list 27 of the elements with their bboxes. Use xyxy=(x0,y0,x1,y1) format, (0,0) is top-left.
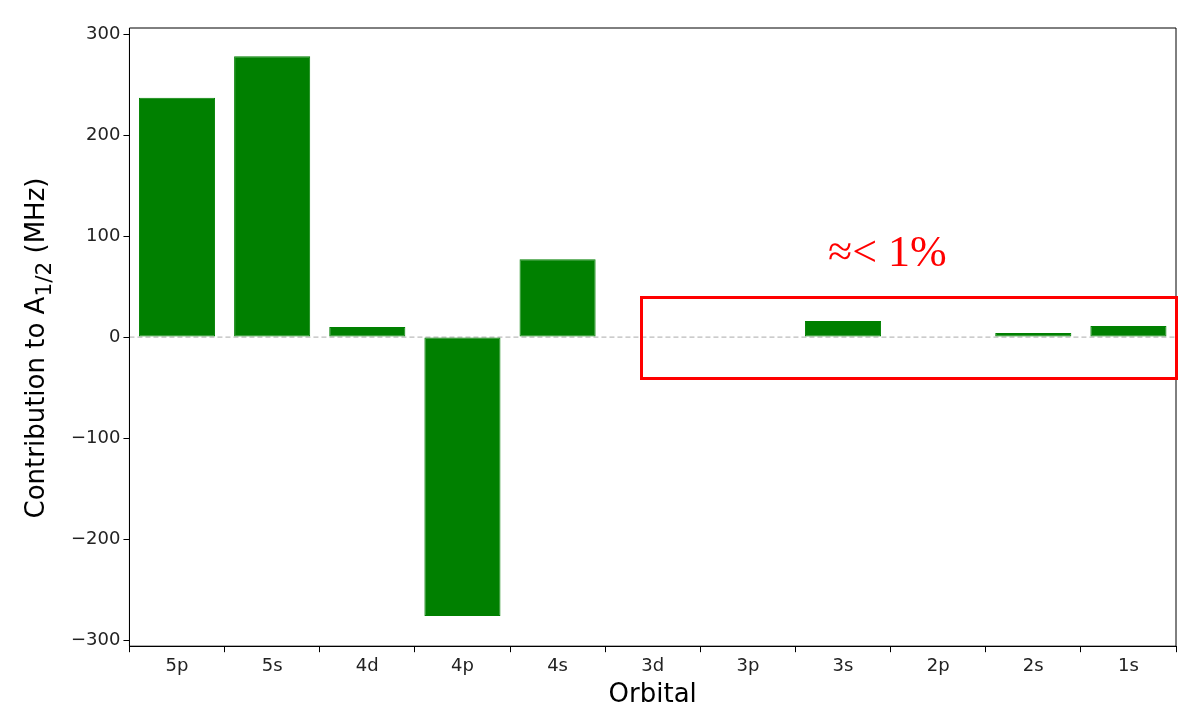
x-tick-label: 5p xyxy=(165,653,189,675)
y-tick-label: −300 xyxy=(70,627,121,649)
x-tick-label: 4s xyxy=(547,653,568,675)
x-tick-label: 3d xyxy=(641,653,665,675)
bar xyxy=(424,337,501,616)
x-tick-label: 5s xyxy=(261,653,283,675)
bar xyxy=(329,327,406,337)
y-tick-label: 0 xyxy=(108,324,121,346)
bar xyxy=(804,320,882,337)
x-tick-label: 2s xyxy=(1022,653,1044,675)
x-tick-label: 4p xyxy=(450,653,474,675)
bar xyxy=(1090,325,1167,337)
x-tick-label: 1s xyxy=(1118,653,1139,675)
annotation: ≈< 1% xyxy=(828,226,947,277)
bar xyxy=(519,259,596,337)
y-tick-label: 200 xyxy=(86,122,121,144)
bar xyxy=(234,56,311,337)
x-axis-title: Orbital xyxy=(608,678,697,709)
x-tick-label: 2p xyxy=(926,653,950,675)
x-tick-label: 4d xyxy=(355,653,379,675)
x-tick-label: 3p xyxy=(736,653,760,675)
y-tick-label: 100 xyxy=(86,223,121,245)
y-tick-label: −100 xyxy=(70,425,121,447)
x-tick-label: 3s xyxy=(832,653,854,675)
y-tick-label: −200 xyxy=(70,526,121,548)
y-tick-label: 300 xyxy=(86,21,121,43)
bar xyxy=(138,97,216,337)
